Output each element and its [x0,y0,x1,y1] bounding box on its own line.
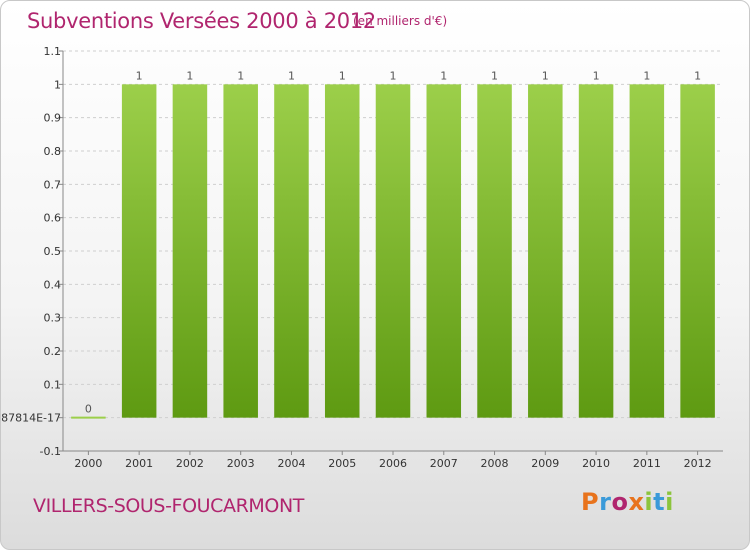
logo-letter: P [581,488,600,516]
bar [121,84,157,418]
y-axis: -0.1 1.387814E-17 0.1 0.2 0.3 0.4 0.5 0.6 0.7 0.8… [1,45,723,458]
data-label: 1 [593,69,600,82]
bar [680,84,715,418]
y-tick-label: 0.4 [44,278,62,291]
x-tick-label: 2003 [227,457,255,470]
data-label: 1 [186,69,193,82]
data-label: 1 [491,69,498,82]
logo-letter: t [653,488,666,516]
x-tick-label: 2007 [430,457,458,470]
bar [629,84,665,418]
data-label: 1 [390,69,397,82]
y-tick-label: 0.9 [44,112,62,125]
data-label: 1 [542,69,549,82]
data-label: 1 [136,69,143,82]
x-tick-label: 2005 [328,457,356,470]
data-label: 1 [694,69,701,82]
proxiti-logo: Proxiti [581,488,674,516]
bars [71,84,715,419]
logo-letter: o [611,488,629,516]
y-tick-label: 0.2 [44,345,62,358]
x-tick-label: 2006 [379,457,407,470]
chart-title: Subventions Versées 2000 à 2012 [27,9,376,33]
x-tick-label: 2001 [125,457,153,470]
logo-letter: x [628,488,645,516]
y-tick-label: 0.5 [44,245,62,258]
y-tick-label: 0.7 [44,178,62,191]
x-axis: 2000 2001 2002 2003 2004 2005 2006 2007 2008 2009… [74,451,712,470]
x-tick-label: 2002 [176,457,204,470]
logo-letter: r [599,488,612,516]
bar [375,84,411,418]
x-tick-label: 2008 [481,457,509,470]
y-tick-label: 0.8 [44,145,62,158]
x-tick-label: 2012 [684,457,712,470]
bar [172,84,208,418]
x-tick-label: 2011 [633,457,661,470]
x-tick-label: 2004 [277,457,305,470]
data-label: 1 [339,69,346,82]
commune-name: VILLERS-SOUS-FOUCARMONT [33,495,304,517]
y-tick-label: 0.3 [44,312,62,325]
bar [528,84,563,418]
data-label: 1 [643,69,650,82]
y-tick-label: 1.1 [44,45,62,58]
bar [274,84,309,418]
y-tick-label: -0.1 [40,445,61,458]
x-tick-label: 2009 [531,457,559,470]
bar [223,84,258,418]
bar [477,84,512,418]
y-tick-label: 1.387814E-17 [1,412,61,425]
x-tick-label: 2000 [74,457,102,470]
bar [426,84,462,418]
y-tick-label: 0.6 [44,212,62,225]
data-label: 0 [85,403,92,416]
x-tick-label: 2010 [582,457,610,470]
y-tick-label: 0.1 [44,378,62,391]
unit-label: (en milliers d'€) [353,14,448,28]
logo-letter: i [644,488,654,516]
bar [578,84,614,418]
y-tick-label: 1 [54,78,61,91]
data-label: 1 [237,69,244,82]
data-label: 1 [288,69,295,82]
bar [324,84,360,418]
logo-letter: i [665,488,674,516]
data-labels: 0 1 1 1 1 1 1 1 1 1 1 1 1 [85,69,701,415]
data-label: 1 [440,69,447,82]
